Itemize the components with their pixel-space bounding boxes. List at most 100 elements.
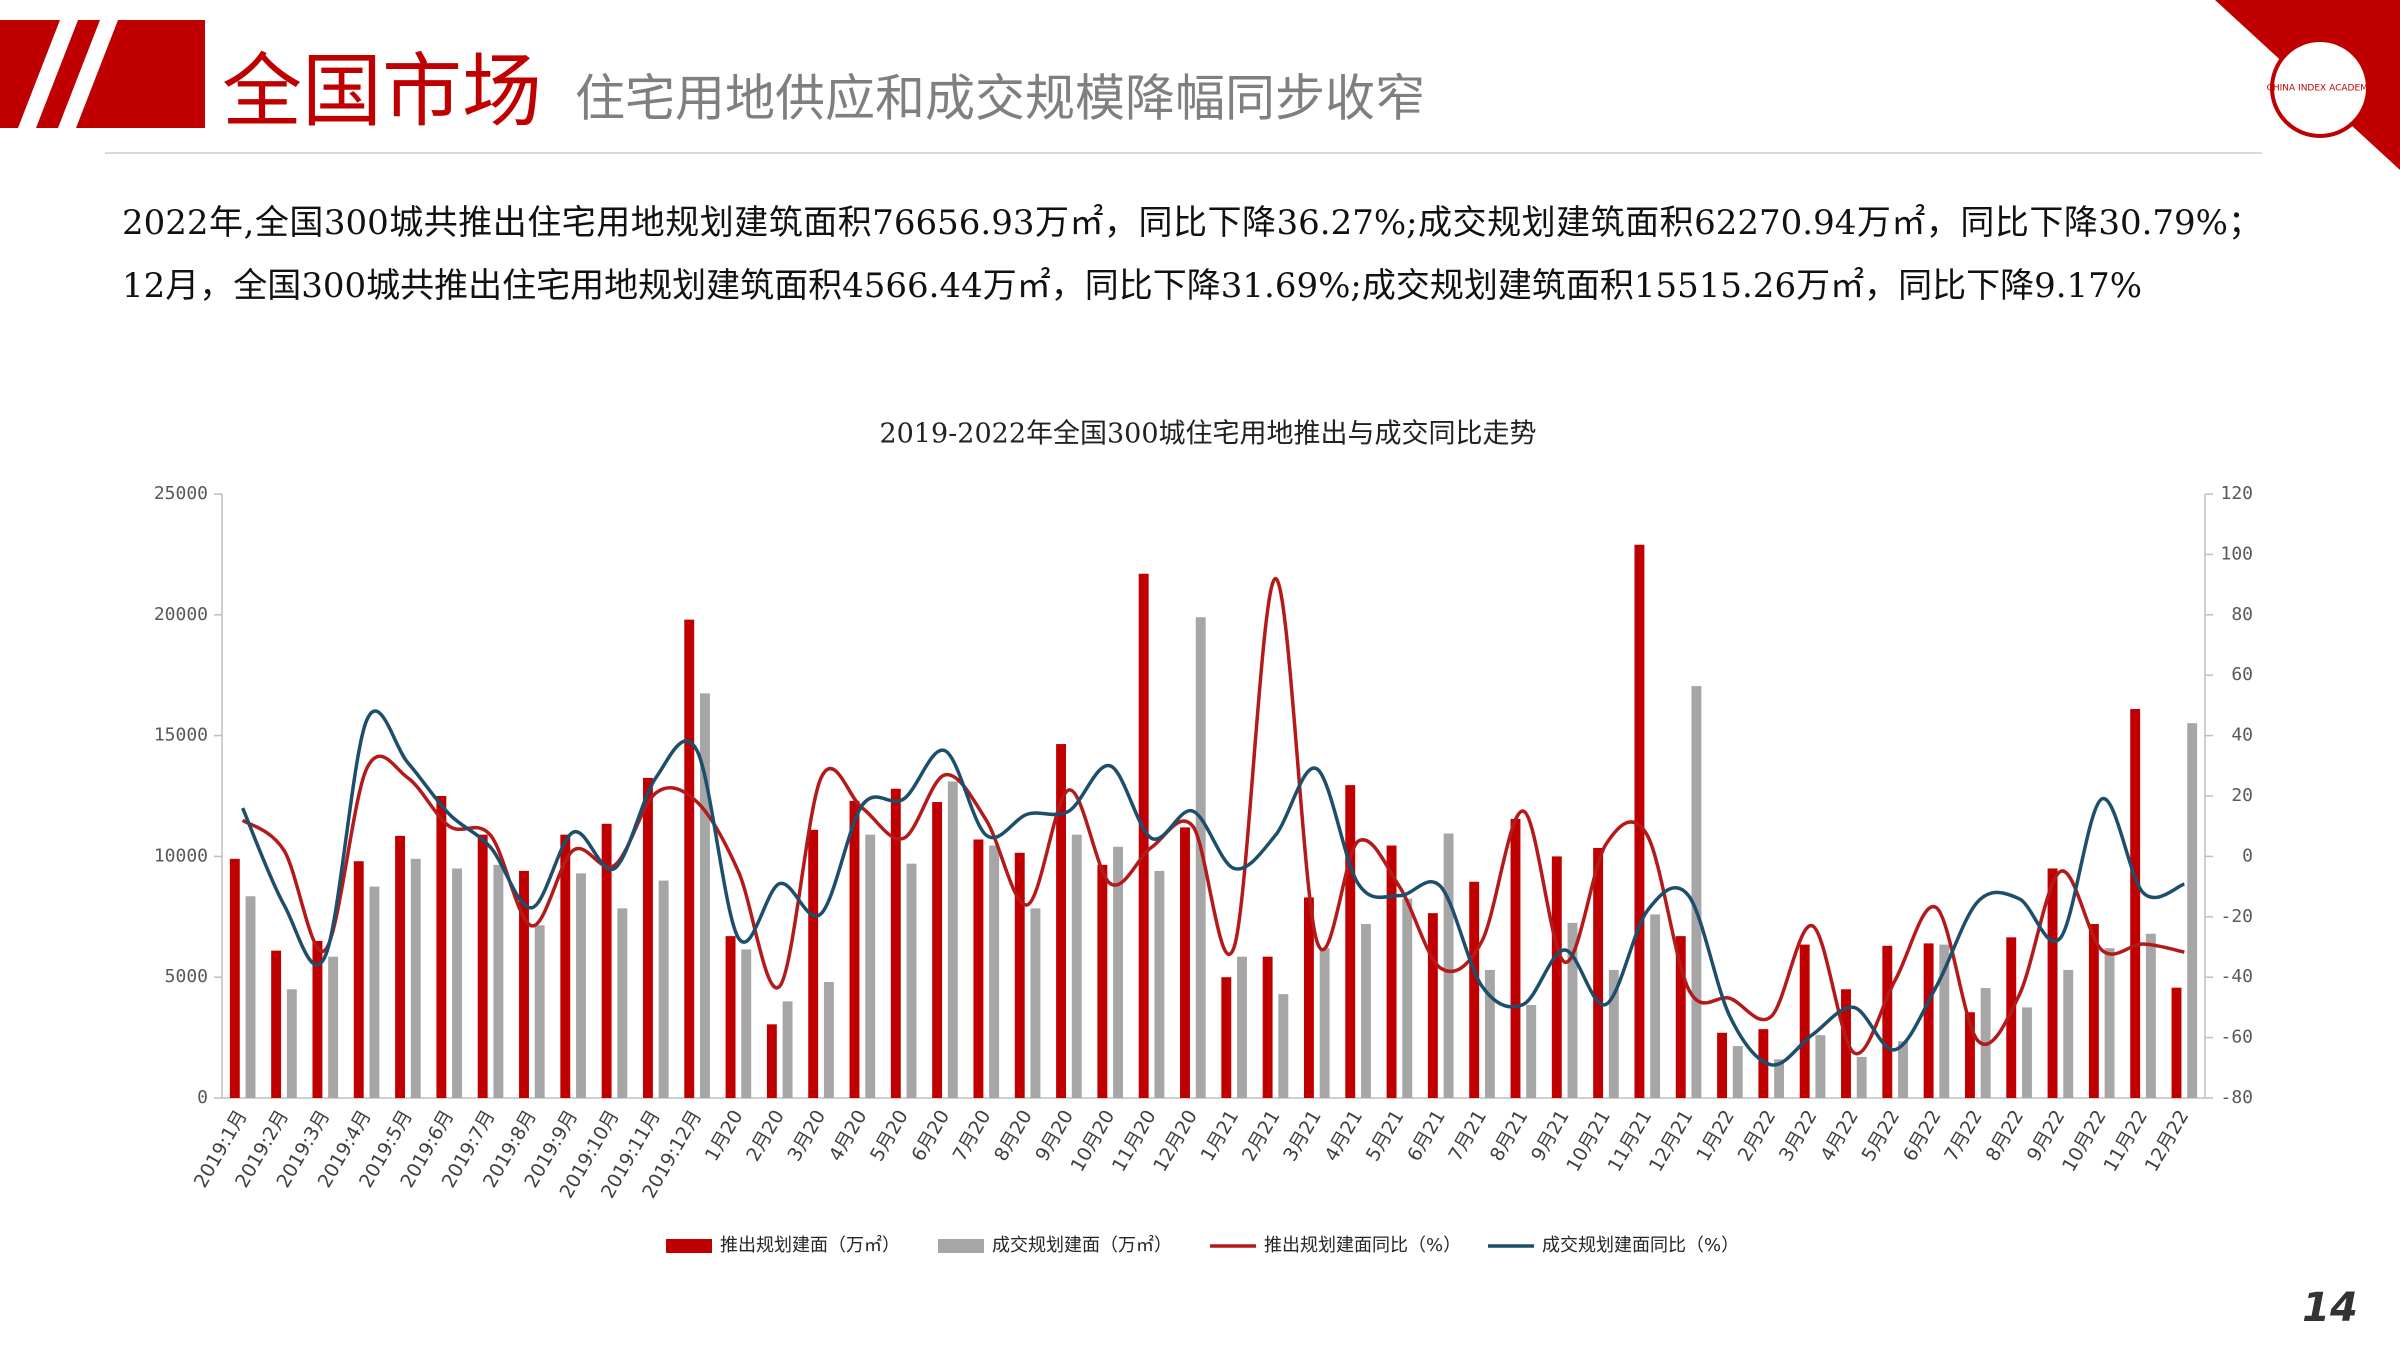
y2-tick-label: 120: [2220, 483, 2253, 504]
bar: [1898, 1041, 1908, 1098]
bar: [2171, 987, 2182, 1098]
bar: [1634, 544, 1645, 1098]
bar: [436, 796, 447, 1098]
bar: [865, 834, 876, 1098]
legend-label: 推出规划建面同比（%）: [1264, 1235, 1461, 1256]
bar: [452, 868, 463, 1098]
x-tick-label: 4月20: [825, 1106, 872, 1165]
y-tick-label: 0: [197, 1087, 208, 1108]
bar: [353, 861, 364, 1098]
bar: [1882, 945, 1893, 1098]
bar: [1071, 834, 1082, 1098]
bar: [395, 835, 406, 1098]
y-tick-label: 25000: [154, 483, 208, 504]
x-tick-label: 6月22: [1899, 1106, 1946, 1165]
bar: [684, 619, 695, 1098]
bar: [1526, 1004, 1537, 1098]
x-tick-label: 4月21: [1321, 1106, 1368, 1165]
bar: [1443, 833, 1454, 1098]
bar: [560, 834, 571, 1098]
x-tick-label: 11月22: [2099, 1106, 2152, 1175]
y2-tick-label: -80: [2220, 1087, 2253, 1108]
bar: [2088, 924, 2099, 1098]
bar: [2104, 948, 2115, 1098]
bar: [1964, 1012, 1975, 1098]
bar: [245, 896, 256, 1098]
y2-tick-label: 60: [2231, 664, 2253, 685]
x-tick-label: 5月20: [866, 1106, 913, 1165]
bar: [1939, 944, 1950, 1098]
bar: [1691, 686, 1702, 1098]
x-tick-label: 2019:12月: [638, 1106, 706, 1202]
bar: [1774, 1059, 1785, 1098]
y2-tick-label: 100: [2220, 543, 2253, 564]
header-title: 全国市场: [222, 45, 542, 138]
x-tick-label: 2019:3月: [272, 1106, 334, 1191]
y2-tick-label: 80: [2231, 604, 2253, 625]
bar: [823, 982, 834, 1098]
bar: [1650, 914, 1661, 1098]
x-tick-label: 10月21: [1562, 1106, 1615, 1175]
bar: [1319, 948, 1330, 1098]
bar: [534, 925, 545, 1098]
x-tick-label: 12月20: [1149, 1106, 1202, 1175]
header: 全国市场 住宅用地供应和成交规模降幅同步收窄 CHINA INDEX ACADE…: [0, 0, 2400, 170]
x-tick-label: 2月22: [1734, 1106, 1781, 1165]
bar: [1097, 864, 1108, 1098]
x-tick-label: 2019:2月: [231, 1106, 293, 1191]
bar: [1815, 1035, 1826, 1098]
bar: [1717, 1032, 1728, 1098]
bar: [642, 777, 653, 1098]
bar: [699, 693, 710, 1098]
header-bar: [76, 20, 205, 128]
bar: [369, 886, 380, 1098]
x-tick-label: 12月22: [2141, 1106, 2194, 1175]
bar: [2047, 868, 2058, 1098]
header-stripe: [0, 20, 60, 128]
x-tick-label: 7月20: [949, 1106, 996, 1165]
bar: [1278, 994, 1289, 1098]
bar: [890, 788, 901, 1098]
y2-tick-label: -20: [2220, 906, 2253, 927]
bar: [1237, 956, 1247, 1098]
x-tick-label: 3月21: [1279, 1106, 1326, 1165]
logo: [2270, 38, 2370, 138]
bar: [1980, 988, 1991, 1098]
bar: [725, 936, 736, 1098]
x-tick-label: 2月21: [1238, 1106, 1285, 1165]
bar: [2130, 709, 2141, 1098]
bar: [1799, 944, 1810, 1098]
x-tick-label: 1月22: [1692, 1106, 1739, 1165]
x-tick-label: 8月21: [1486, 1106, 1533, 1165]
bar: [849, 800, 860, 1098]
bar: [286, 989, 297, 1098]
bar: [1262, 956, 1273, 1098]
x-tick-label: 2019:7月: [438, 1106, 500, 1191]
x-tick-label: 2月20: [742, 1106, 789, 1165]
chart-title: 2019-2022年全国300城住宅用地推出与成交同比走势: [879, 419, 1536, 450]
page-number: 14: [2302, 1285, 2358, 1331]
bar: [1056, 744, 1067, 1098]
x-tick-label: 1月20: [701, 1106, 748, 1165]
bar: [1567, 922, 1578, 1098]
x-tick-label: 5月22: [1858, 1106, 1905, 1165]
x-tick-label: 2019:8月: [479, 1106, 541, 1191]
x-tick-label: 7月22: [1940, 1106, 1987, 1165]
bar: [766, 1024, 777, 1098]
summary-text: 2022年,全国300城共推出住宅用地规划建筑面积76656.93万㎡，同比下降…: [122, 203, 2262, 306]
bar: [1303, 897, 1314, 1098]
bar: [808, 829, 819, 1098]
bar: [271, 950, 282, 1098]
bar: [1360, 924, 1371, 1098]
bar: [1841, 989, 1851, 1098]
x-tick-label: 6月21: [1403, 1106, 1450, 1165]
line: [241, 709, 2186, 1067]
y-tick-label: 10000: [154, 845, 208, 866]
bar: [1856, 1056, 1867, 1098]
bar: [1732, 1046, 1743, 1098]
bar: [1923, 943, 1934, 1098]
x-tick-label: 9月20: [1031, 1106, 1078, 1165]
legend-label: 成交规划建面（万㎡）: [992, 1234, 1172, 1256]
bar: [519, 870, 529, 1098]
